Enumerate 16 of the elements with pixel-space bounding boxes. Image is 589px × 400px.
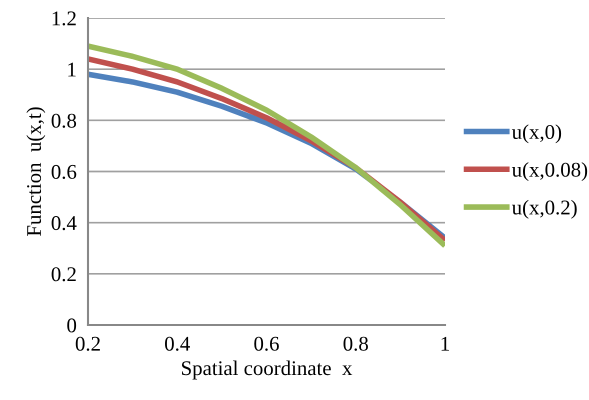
y-axis-title: Function u(x,t) bbox=[26, 107, 46, 236]
x-tick-label: 1 bbox=[442, 336, 449, 351]
y-tick-label: 0.4 bbox=[52, 216, 77, 230]
y-tick-label: 0.6 bbox=[52, 164, 76, 180]
y-tick-label: 1 bbox=[68, 62, 76, 76]
y-tick-label: 0 bbox=[67, 318, 76, 332]
x-axis-title: Spatial coordinate x bbox=[182, 360, 352, 380]
y-tick-label: 0.8 bbox=[52, 114, 76, 128]
y-tick-label: 1.2 bbox=[52, 11, 76, 26]
x-tick-label: 0.4 bbox=[165, 336, 190, 351]
legend-label: u(x,0.08) bbox=[512, 162, 588, 182]
y-tick-label: 0.2 bbox=[52, 267, 76, 282]
legend-label: u(x,0.2) bbox=[512, 200, 577, 219]
legend-label: u(x,0) bbox=[512, 124, 562, 144]
x-tick-label: 0.6 bbox=[254, 336, 279, 351]
x-tick-label: 0.8 bbox=[344, 336, 368, 351]
